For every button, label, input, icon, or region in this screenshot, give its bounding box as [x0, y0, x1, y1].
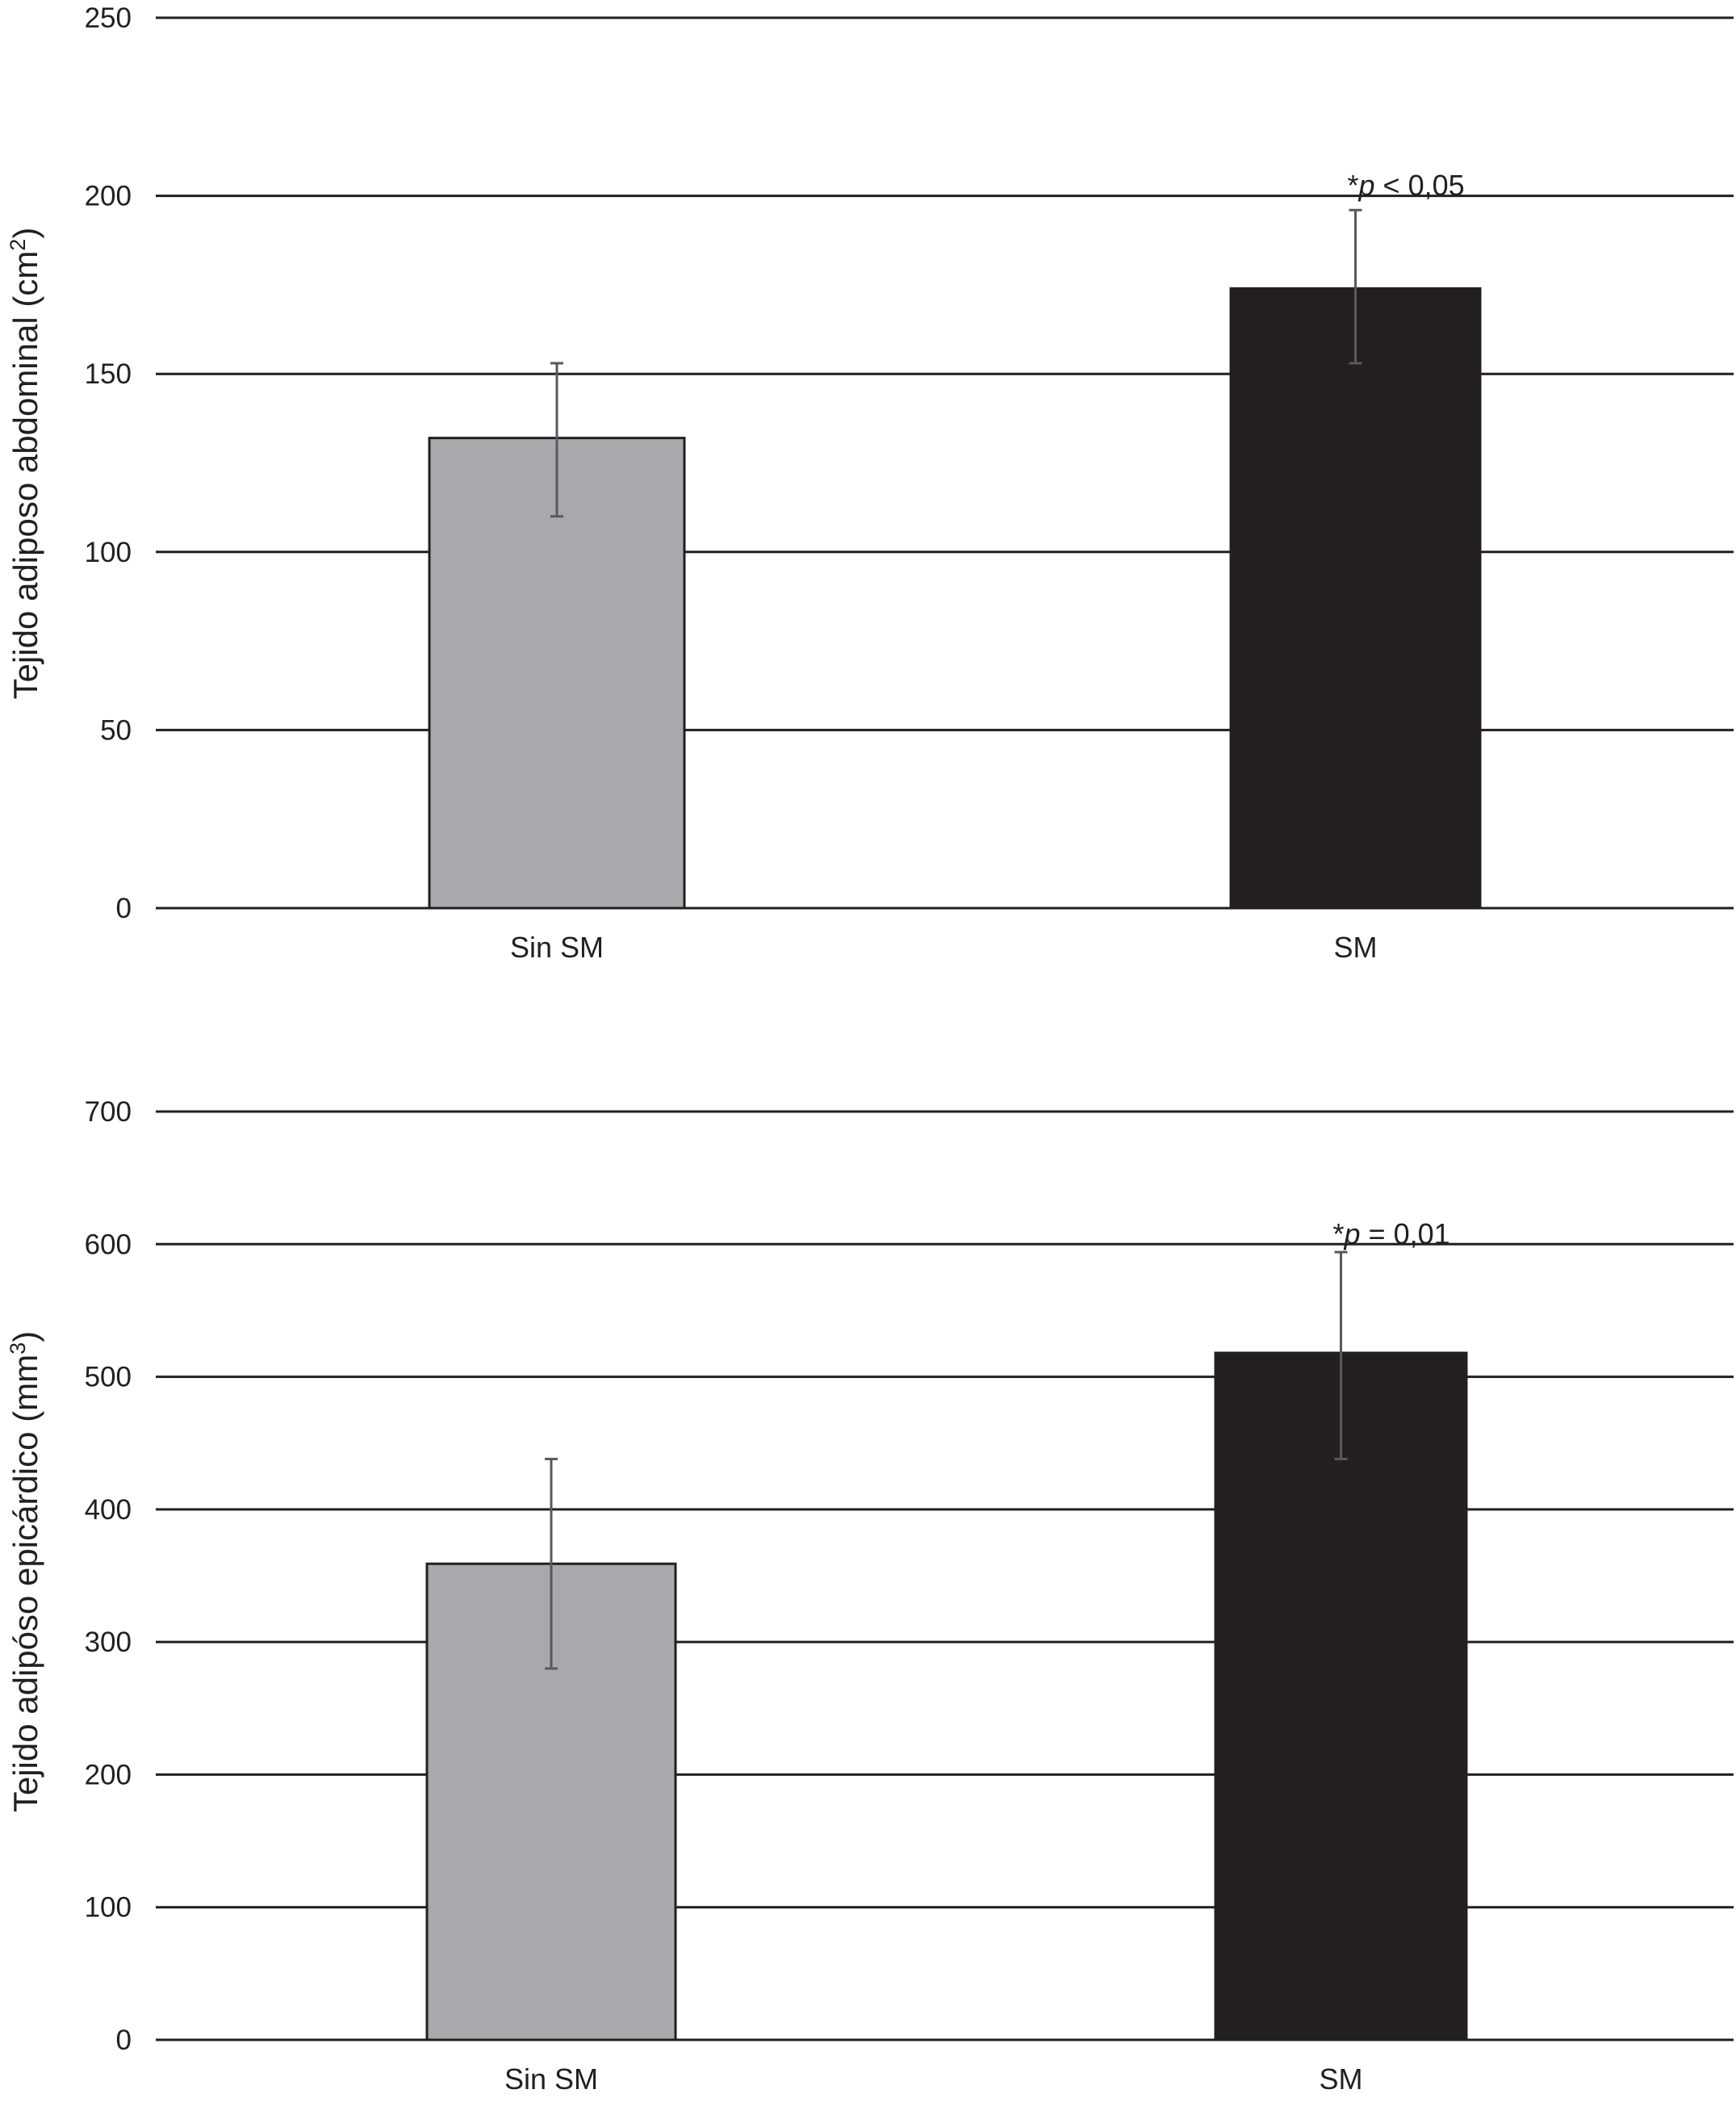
y-tick-label: 0 [116, 893, 132, 924]
y-tick-label: 400 [85, 1494, 132, 1526]
x-category-label: Sin SM [504, 2062, 598, 2096]
y-tick-label: 50 [100, 714, 132, 746]
x-category-label: SM [1320, 2062, 1363, 2096]
y-axis-label: Tejido adipóso epicárdico (mm3) [6, 1331, 44, 1812]
x-category-label: SM [1334, 931, 1378, 964]
y-tick-label: 500 [85, 1362, 132, 1393]
y-tick-label: 100 [85, 537, 132, 568]
error-bar [545, 1457, 558, 1670]
bar-sm [1229, 287, 1482, 910]
y-tick-label: 200 [85, 181, 132, 212]
y-tick-label: 600 [85, 1229, 132, 1260]
x-category-label: Sin SM [510, 931, 604, 964]
error-bar [1334, 1250, 1348, 1460]
y-tick-label: 300 [85, 1627, 132, 1658]
bar-sm [1214, 1351, 1468, 2041]
y-tick-label: 100 [85, 1892, 132, 1924]
y-axis-label: Tejido adiposo abdominal (cm2) [6, 228, 44, 700]
chart-panel-1: 0 50 100 150 200 250 Sin SM SM *p < 0,05 Tejido a… [6, 2, 1734, 964]
chart-panel-2: 0 100 200 300 400 500 600 700 Sin SM SM *p = 0,01 T… [6, 1096, 1734, 2096]
y-tick-label: 250 [85, 2, 132, 34]
significance-annotation: *p < 0,05 [1348, 169, 1465, 202]
error-bar [550, 362, 563, 518]
significance-annotation: *p = 0,01 [1333, 1217, 1450, 1250]
y-tick-label: 700 [85, 1096, 132, 1128]
y-tick-label: 150 [85, 358, 132, 390]
y-tick-label: 200 [85, 1759, 132, 1790]
error-bar [1349, 208, 1362, 365]
y-tick-label: 0 [116, 2025, 132, 2056]
